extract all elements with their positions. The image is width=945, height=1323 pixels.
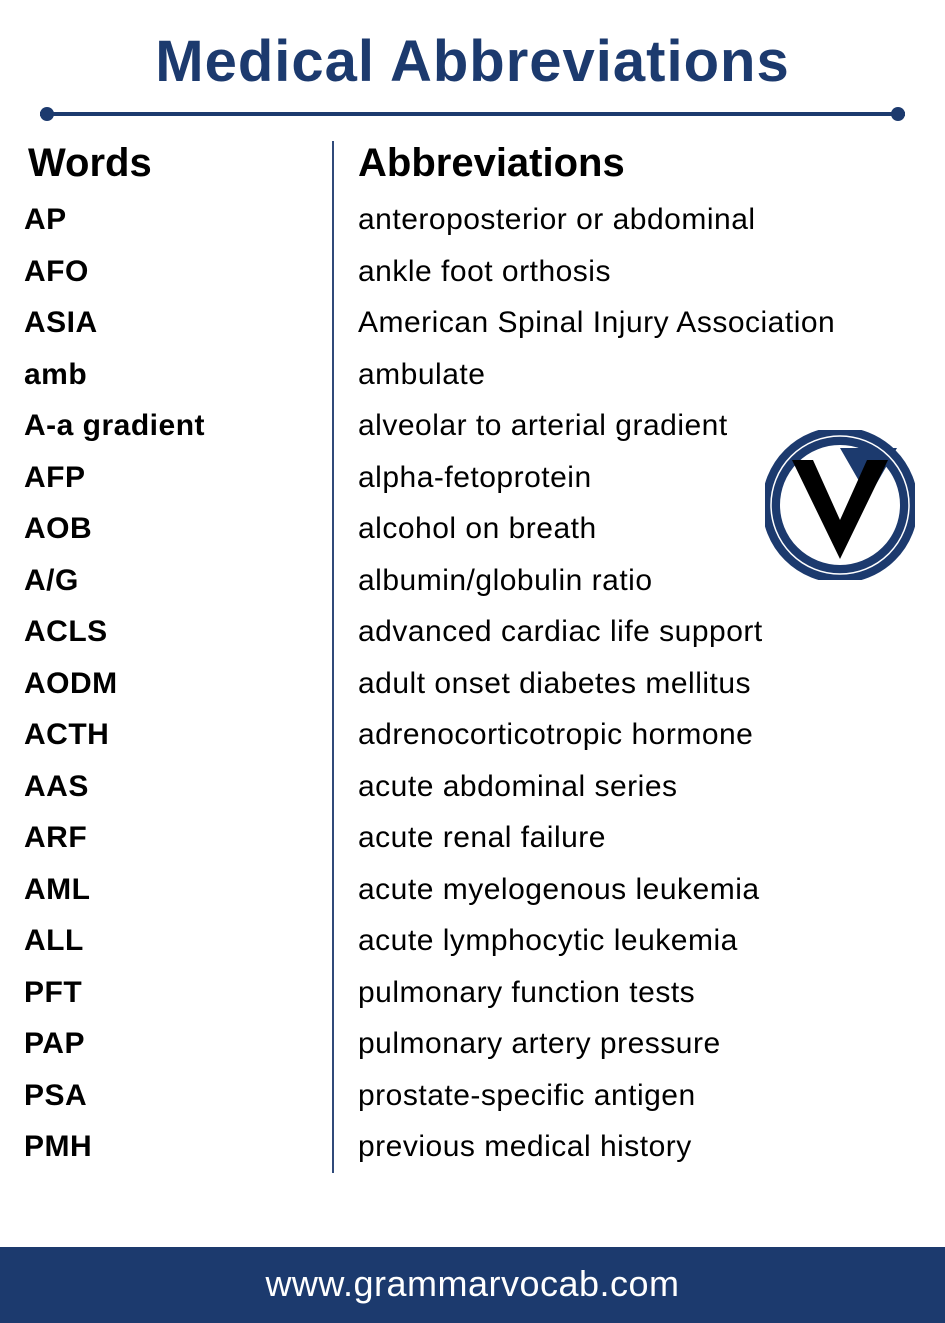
cell-abbreviation: adult onset diabetes mellitus <box>332 668 923 700</box>
cell-abbreviation: advanced cardiac life support <box>332 616 923 648</box>
table-row: PFTpulmonary function tests <box>22 967 923 1019</box>
cell-word: A/G <box>22 565 332 597</box>
table-row: APanteroposterior or abdominal <box>22 194 923 246</box>
table-row: ACLSadvanced cardiac life support <box>22 606 923 658</box>
table-row: AASacute abdominal series <box>22 761 923 813</box>
cell-word: PMH <box>22 1131 332 1163</box>
table-row: ACTHadrenocorticotropic hormone <box>22 709 923 761</box>
table-row: PAPpulmonary artery pressure <box>22 1018 923 1070</box>
cell-word: AOB <box>22 513 332 545</box>
title-divider <box>40 105 905 123</box>
cell-abbreviation: acute lymphocytic leukemia <box>332 925 923 957</box>
cell-word: PFT <box>22 977 332 1009</box>
cell-word: AFP <box>22 462 332 494</box>
footer-url: www.grammarvocab.com <box>0 1247 945 1323</box>
table-header: Words Abbreviations <box>22 141 923 186</box>
cell-word: amb <box>22 359 332 391</box>
cell-abbreviation: acute myelogenous leukemia <box>332 874 923 906</box>
cell-abbreviation: acute abdominal series <box>332 771 923 803</box>
cell-abbreviation: American Spinal Injury Association <box>332 307 923 339</box>
table-row: ASIAAmerican Spinal Injury Association <box>22 297 923 349</box>
table-row: ambambulate <box>22 349 923 401</box>
abbreviation-table: Words Abbreviations APanteroposterior or… <box>22 141 923 1173</box>
table-row: ALLacute lymphocytic leukemia <box>22 915 923 967</box>
cell-word: PSA <box>22 1080 332 1112</box>
cell-word: ACTH <box>22 719 332 751</box>
cell-abbreviation: ankle foot orthosis <box>332 256 923 288</box>
cell-abbreviation: pulmonary artery pressure <box>332 1028 923 1060</box>
table-row: ARFacute renal failure <box>22 812 923 864</box>
table-row: AMLacute myelogenous leukemia <box>22 864 923 916</box>
page-title: Medical Abbreviations <box>0 0 945 95</box>
cell-word: ACLS <box>22 616 332 648</box>
cell-word: AFO <box>22 256 332 288</box>
table-row: PMHprevious medical history <box>22 1121 923 1173</box>
cell-abbreviation: pulmonary function tests <box>332 977 923 1009</box>
grammarvocab-logo-icon <box>765 430 915 580</box>
cell-word: AODM <box>22 668 332 700</box>
cell-word: ARF <box>22 822 332 854</box>
header-words: Words <box>22 141 332 186</box>
cell-abbreviation: prostate-specific antigen <box>332 1080 923 1112</box>
cell-word: A-a gradient <box>22 410 332 442</box>
column-divider <box>332 141 334 1173</box>
header-abbreviations: Abbreviations <box>332 141 625 186</box>
cell-word: ASIA <box>22 307 332 339</box>
table-row: AODMadult onset diabetes mellitus <box>22 658 923 710</box>
cell-abbreviation: ambulate <box>332 359 923 391</box>
cell-word: AAS <box>22 771 332 803</box>
table-row: PSAprostate-specific antigen <box>22 1070 923 1122</box>
cell-abbreviation: adrenocorticotropic hormone <box>332 719 923 751</box>
cell-word: ALL <box>22 925 332 957</box>
table-row: AFOankle foot orthosis <box>22 246 923 298</box>
cell-abbreviation: anteroposterior or abdominal <box>332 204 923 236</box>
cell-word: AP <box>22 204 332 236</box>
cell-abbreviation: acute renal failure <box>332 822 923 854</box>
cell-word: PAP <box>22 1028 332 1060</box>
cell-abbreviation: previous medical history <box>332 1131 923 1163</box>
cell-word: AML <box>22 874 332 906</box>
